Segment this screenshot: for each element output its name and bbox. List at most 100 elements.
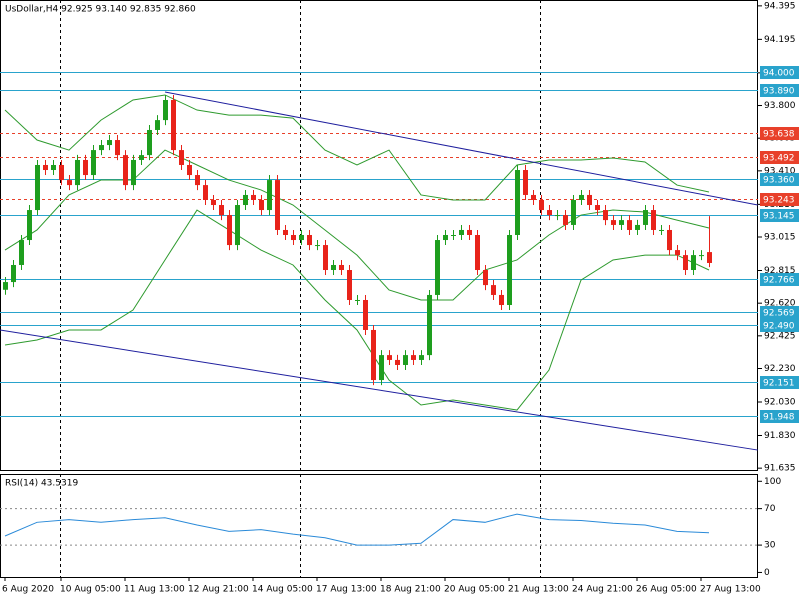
candle-body xyxy=(475,235,480,271)
level-label-box xyxy=(760,66,799,79)
candle-body xyxy=(275,180,280,230)
rsi-y-tick-label: 100 xyxy=(764,477,781,487)
bollinger-lower xyxy=(4,209,710,411)
level-label: 93.492 xyxy=(763,154,795,164)
candle-body xyxy=(555,215,560,217)
level-label-box xyxy=(760,319,799,332)
y-tick-label: 92.620 xyxy=(764,299,796,309)
candle-body xyxy=(571,199,576,225)
candle-body xyxy=(3,282,8,290)
candle-body xyxy=(67,180,72,186)
x-tick-label: 26 Aug 05:00 xyxy=(636,585,697,595)
level-label: 93.243 xyxy=(763,196,795,206)
rsi-y-tick-label: 70 xyxy=(764,504,776,514)
x-tick-label: 11 Aug 13:00 xyxy=(124,585,185,595)
candle-body xyxy=(187,164,192,176)
rsi-panel xyxy=(0,474,758,578)
candle-body xyxy=(323,245,328,271)
candle-body xyxy=(459,229,464,235)
candle-body xyxy=(35,164,40,211)
level-label-box xyxy=(760,151,799,164)
level-label-box xyxy=(760,173,799,186)
candle-body xyxy=(611,220,616,225)
candle-body xyxy=(491,285,496,295)
x-tick-label: 27 Aug 13:00 xyxy=(700,585,761,595)
level-label-box xyxy=(760,410,799,423)
trendline xyxy=(164,91,758,206)
candle-body xyxy=(267,180,272,211)
level-label-box xyxy=(760,376,799,389)
candle-body xyxy=(387,355,392,360)
x-tick-label: 24 Aug 21:00 xyxy=(572,585,633,595)
trendline xyxy=(0,329,758,451)
candle-body xyxy=(683,255,688,271)
candle-body xyxy=(27,210,32,241)
rsi-line xyxy=(4,513,710,546)
candle-body xyxy=(395,359,400,365)
y-tick-label: 91.830 xyxy=(764,431,796,441)
candle-body xyxy=(619,220,624,225)
candle-body xyxy=(11,264,16,283)
candle-body xyxy=(603,210,608,221)
candle-body xyxy=(147,129,152,156)
candle-body xyxy=(283,229,288,235)
candle-body xyxy=(379,355,384,381)
candle-body xyxy=(307,235,312,246)
candle-body xyxy=(299,235,304,241)
candle-body xyxy=(139,155,144,160)
candle-body xyxy=(667,229,672,251)
candle-body xyxy=(195,175,200,186)
candle-body xyxy=(227,215,232,246)
candle-body xyxy=(43,164,48,171)
candle-body xyxy=(355,299,360,301)
y-tick-label: 92.815 xyxy=(764,266,796,276)
level-label: 91.948 xyxy=(763,413,795,423)
candle-body xyxy=(291,235,296,241)
x-tick-label: 18 Aug 21:00 xyxy=(380,585,441,595)
candle-body xyxy=(371,329,376,381)
level-label: 92.490 xyxy=(763,322,795,332)
period-separators xyxy=(60,0,541,577)
candle-body xyxy=(691,255,696,271)
level-label-box xyxy=(760,193,799,206)
rsi-title: RSI(14) 43.5319 xyxy=(5,479,78,489)
candle-body xyxy=(91,150,96,176)
candle-body xyxy=(179,150,184,165)
candle-body xyxy=(579,194,584,200)
x-tick-label: 14 Aug 05:00 xyxy=(252,585,313,595)
candle-body xyxy=(707,252,712,263)
bollinger-upper xyxy=(4,94,710,201)
candle-body xyxy=(531,194,536,200)
candle-body xyxy=(155,120,160,130)
level-label: 93.890 xyxy=(763,87,795,97)
candle-body xyxy=(107,140,112,146)
main-panel xyxy=(0,0,758,471)
candle-body xyxy=(675,250,680,256)
y-tick-label: 93.410 xyxy=(764,166,796,176)
level-label: 93.360 xyxy=(763,176,795,186)
candle-body xyxy=(331,264,336,271)
x-tick-label: 6 Aug 2020 xyxy=(2,585,54,595)
level-label: 92.766 xyxy=(763,276,795,286)
y-tick-label: 93.015 xyxy=(764,233,796,243)
candle-body xyxy=(203,185,208,200)
x-tick-label: 10 Aug 05:00 xyxy=(60,585,121,595)
candle-body xyxy=(339,264,344,271)
candle-body xyxy=(19,240,24,265)
candle-body xyxy=(435,240,440,295)
x-tick-label: 12 Aug 21:00 xyxy=(188,585,249,595)
candle-body xyxy=(659,229,664,231)
candle-body xyxy=(315,245,320,247)
candle-body xyxy=(251,194,256,200)
candle-body xyxy=(627,220,632,230)
level-label-box xyxy=(760,306,799,319)
y-tick-label: 92.030 xyxy=(764,397,796,407)
y-tick-label: 92.230 xyxy=(764,364,796,374)
bollinger-middle xyxy=(4,149,710,301)
level-label-box xyxy=(760,209,799,222)
candle-body xyxy=(451,235,456,236)
candle-body xyxy=(499,294,504,306)
candle-body xyxy=(403,355,408,365)
candle-body xyxy=(587,194,592,206)
rsi-y-tick-label: 30 xyxy=(764,541,776,551)
